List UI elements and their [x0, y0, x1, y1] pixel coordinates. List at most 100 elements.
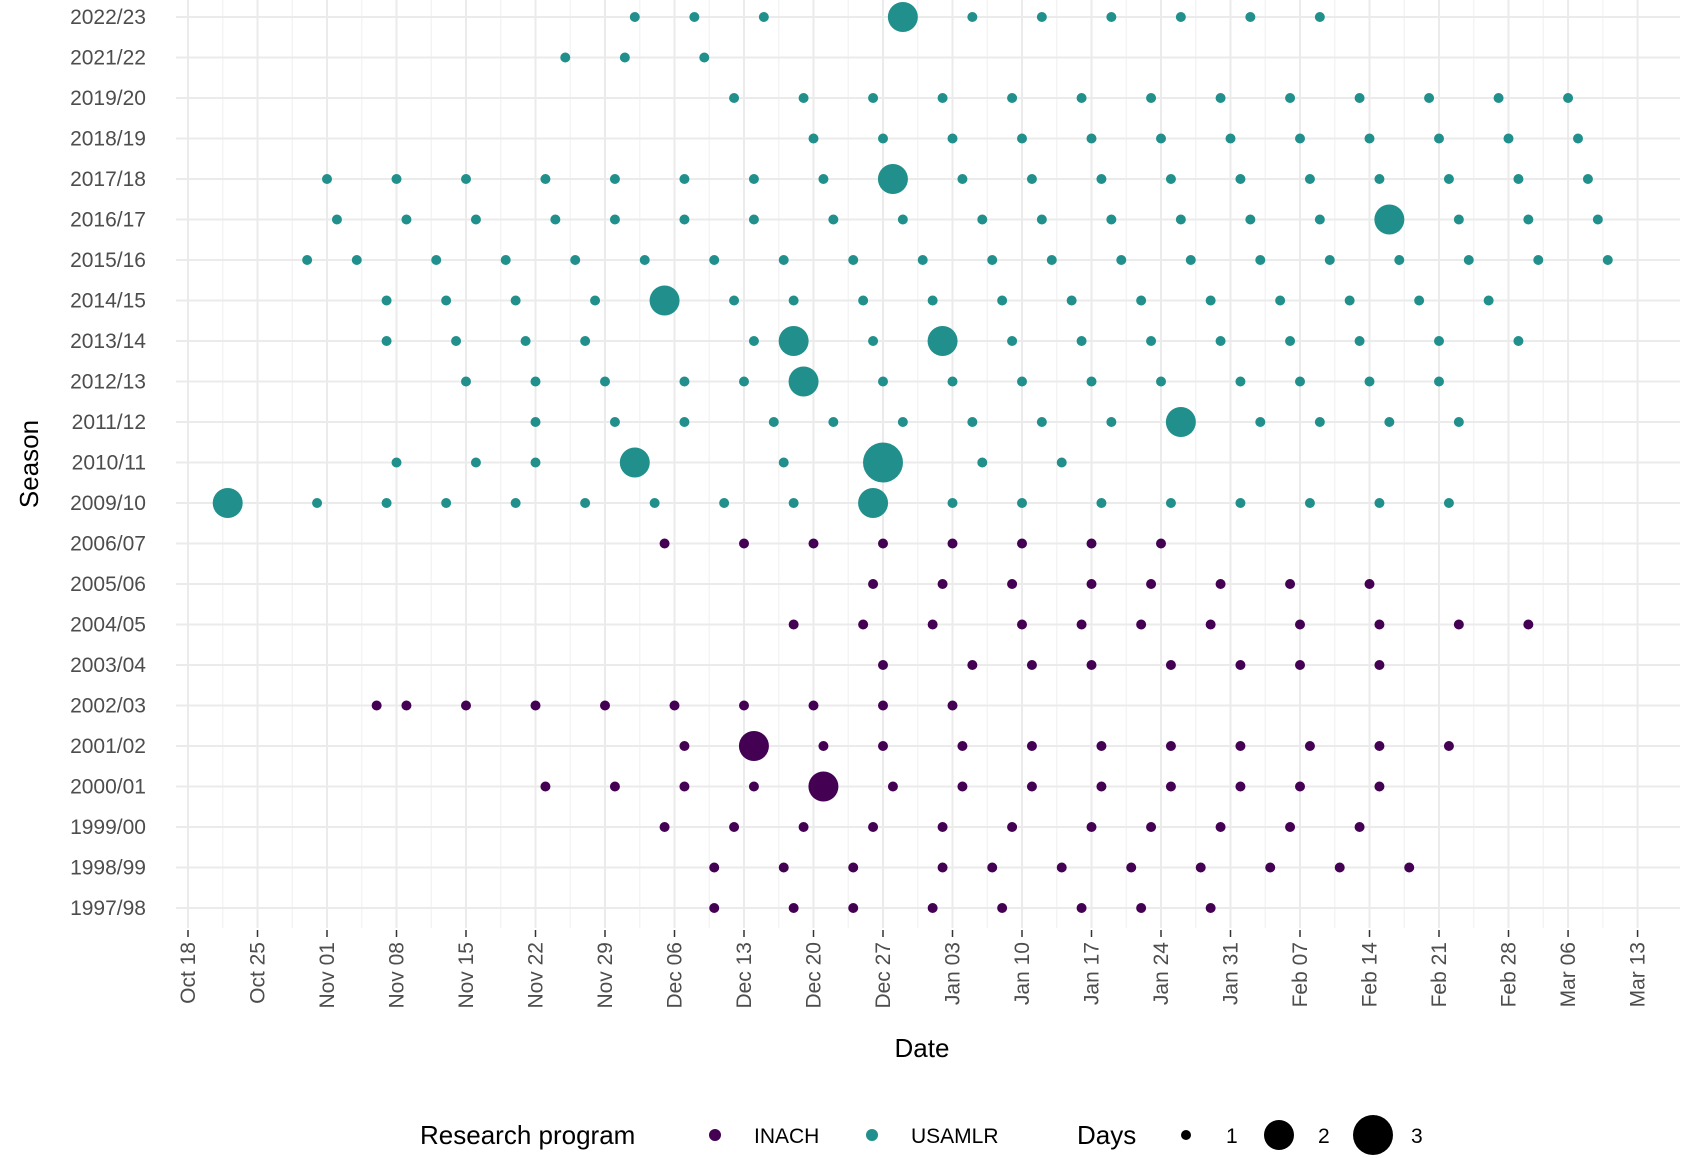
- x-axis-ticks: Oct 18 Oct 25 Nov 01 Nov 08 Nov 15 Nov 22 Nov …: [177, 930, 1650, 1009]
- legend-size-2: [1264, 1120, 1294, 1150]
- x-tick-label: Feb 14: [1359, 942, 1382, 1008]
- point-inach: [739, 538, 749, 549]
- point-inach: [1017, 538, 1027, 549]
- x-tick-label: Nov 22: [525, 942, 548, 1009]
- point-inach: [1235, 781, 1246, 792]
- point-usamlr: [848, 255, 859, 265]
- point-usamlr: [977, 214, 988, 225]
- point-inach: [1523, 619, 1534, 630]
- point-inach: [1146, 822, 1157, 832]
- point-inach: [878, 538, 888, 549]
- point-usamlr: [530, 457, 541, 468]
- point-usamlr: [1185, 255, 1196, 265]
- point-inach: [1165, 781, 1176, 792]
- point-usamlr: [1344, 295, 1355, 306]
- point-inach: [530, 700, 541, 711]
- point-inach: [738, 731, 769, 761]
- point-inach: [987, 862, 998, 873]
- point-usamlr: [1394, 255, 1405, 265]
- y-tick-label: 2006/07: [70, 533, 146, 556]
- point-inach: [401, 700, 412, 711]
- point-inach: [1374, 741, 1385, 751]
- point-usamlr: [778, 326, 809, 356]
- point-inach: [1364, 579, 1375, 589]
- point-usamlr: [1533, 255, 1544, 265]
- point-usamlr: [1513, 174, 1524, 184]
- point-usamlr: [858, 295, 869, 306]
- point-usamlr: [1582, 174, 1593, 184]
- point-usamlr: [1275, 295, 1286, 306]
- point-usamlr: [1285, 93, 1296, 103]
- point-inach: [748, 781, 759, 792]
- point-usamlr: [1165, 498, 1176, 508]
- point-inach: [1017, 619, 1027, 630]
- point-usamlr: [1106, 417, 1117, 427]
- point-usamlr: [917, 255, 928, 265]
- point-usamlr: [1106, 12, 1117, 22]
- point-usamlr: [1602, 255, 1613, 265]
- point-usamlr: [629, 12, 640, 22]
- x-tick-label: Mar 13: [1627, 942, 1650, 1007]
- point-inach: [1265, 862, 1276, 873]
- y-tick-label: 2021/22: [70, 47, 146, 70]
- point-usamlr: [729, 295, 740, 306]
- point-inach: [739, 700, 749, 711]
- x-tick-label: Jan 31: [1220, 942, 1243, 1005]
- point-usamlr: [1304, 174, 1315, 184]
- point-usamlr: [609, 417, 620, 427]
- point-usamlr: [580, 498, 591, 508]
- point-inach: [1235, 741, 1246, 751]
- y-tick-label: 2003/04: [70, 654, 146, 677]
- point-inach: [371, 700, 382, 711]
- y-tick-label: 1997/98: [70, 897, 146, 920]
- point-inach: [1056, 862, 1067, 873]
- point-usamlr: [699, 52, 710, 63]
- y-tick-label: 2022/23: [70, 6, 146, 29]
- point-inach: [1026, 741, 1037, 751]
- point-usamlr: [1165, 174, 1176, 184]
- point-usamlr: [808, 133, 819, 144]
- point-usamlr: [1314, 12, 1325, 22]
- point-usamlr: [1463, 255, 1474, 265]
- point-usamlr: [1066, 295, 1077, 306]
- point-inach: [878, 660, 888, 670]
- point-inach: [868, 579, 879, 589]
- point-usamlr: [1007, 93, 1018, 103]
- point-usamlr: [1175, 214, 1186, 225]
- point-usamlr: [609, 214, 620, 225]
- point-inach: [609, 781, 620, 792]
- point-usamlr: [391, 174, 402, 184]
- point-inach: [1295, 660, 1305, 670]
- point-inach: [788, 903, 799, 913]
- point-inach: [927, 903, 938, 913]
- point-inach: [1156, 538, 1166, 549]
- y-tick-label: 2011/12: [72, 411, 146, 434]
- point-usamlr: [1592, 214, 1603, 225]
- point-inach: [1295, 619, 1305, 630]
- point-usamlr: [1205, 295, 1216, 306]
- point-inach: [818, 741, 829, 751]
- y-tick-label: 2014/15: [70, 290, 146, 313]
- point-usamlr: [401, 214, 412, 225]
- point-inach: [868, 822, 879, 832]
- point-usamlr: [768, 417, 779, 427]
- point-inach: [1007, 579, 1018, 589]
- point-usamlr: [391, 457, 402, 468]
- point-usamlr: [312, 498, 323, 508]
- point-usamlr: [1156, 133, 1166, 144]
- point-inach: [1136, 619, 1147, 630]
- point-usamlr: [1384, 417, 1395, 427]
- point-usamlr: [1235, 498, 1246, 508]
- point-usamlr: [1573, 133, 1583, 144]
- point-inach: [1096, 781, 1107, 792]
- point-usamlr: [887, 2, 918, 32]
- point-usamlr: [1493, 93, 1504, 103]
- point-inach: [659, 822, 670, 832]
- x-axis-title: Date: [895, 1033, 950, 1063]
- point-usamlr: [937, 93, 948, 103]
- point-usamlr: [649, 285, 680, 316]
- point-usamlr: [729, 93, 740, 103]
- y-tick-label: 2012/13: [70, 371, 146, 394]
- point-usamlr: [679, 174, 690, 184]
- point-usamlr: [868, 93, 879, 103]
